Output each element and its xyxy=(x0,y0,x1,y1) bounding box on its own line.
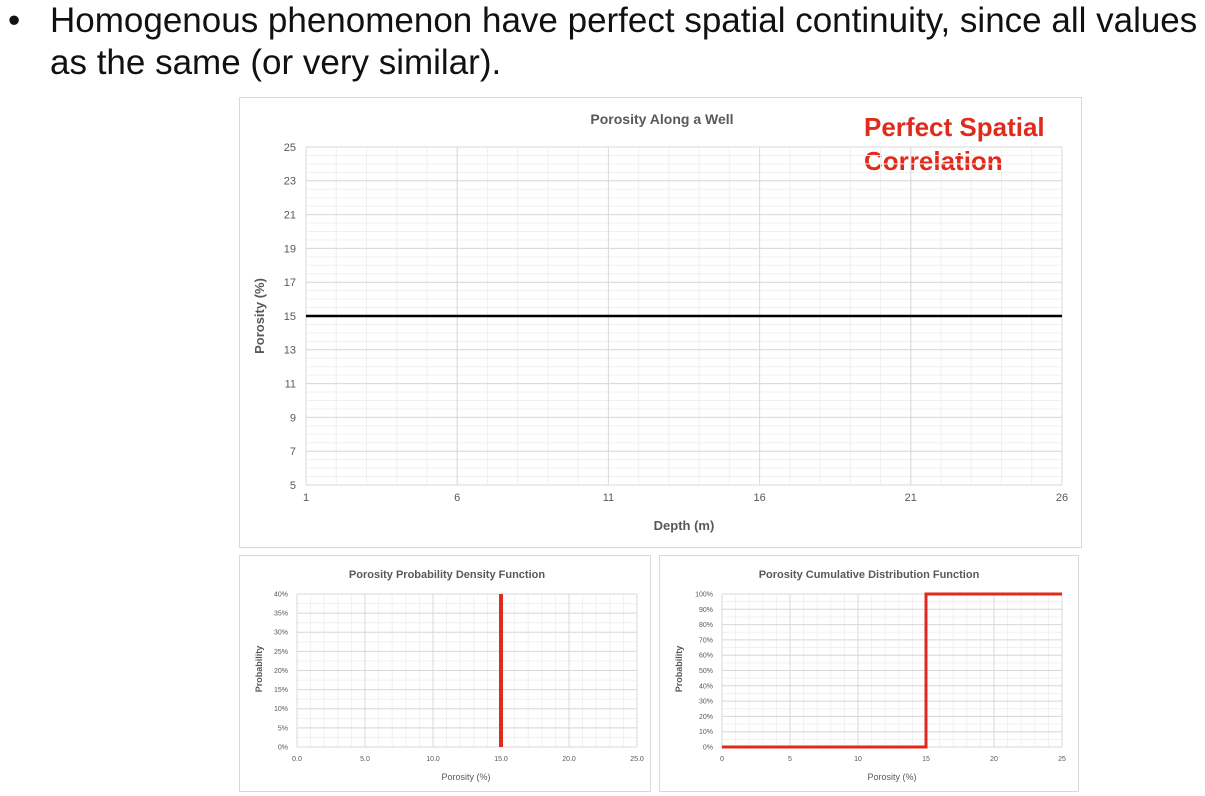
x-axis-label: Porosity (%) xyxy=(441,772,490,782)
y-axis-label: Probability xyxy=(674,646,684,693)
y-tick-label: 9 xyxy=(290,412,296,424)
y-tick-label: 25 xyxy=(284,142,296,154)
y-tick-label: 30% xyxy=(274,630,288,637)
bullet-symbol: • xyxy=(8,1,21,40)
x-tick-label: 0 xyxy=(720,756,724,763)
x-tick-label: 15 xyxy=(922,756,930,763)
x-tick-label: 21 xyxy=(905,492,917,504)
porosity-pdf-svg: Porosity Probability Density Function 0.… xyxy=(254,569,644,782)
porosity-cdf-svg: Porosity Cumulative Distribution Functio… xyxy=(674,569,1066,782)
y-tick-label: 40% xyxy=(274,591,288,598)
series-line xyxy=(722,592,1062,749)
x-tick-label: 26 xyxy=(1056,492,1068,504)
x-tick-label: 25.0 xyxy=(630,756,644,763)
x-tick-label: 0.0 xyxy=(292,756,302,763)
y-tick-label: 7 xyxy=(290,446,296,458)
y-tick-label: 5 xyxy=(290,480,296,492)
x-tick-label: 11 xyxy=(603,492,614,504)
porosity-pdf-chart: Porosity Probability Density Function 0.… xyxy=(239,555,651,792)
y-tick-label: 11 xyxy=(285,378,296,390)
x-tick-label: 25 xyxy=(1058,756,1066,763)
y-tick-label: 80% xyxy=(699,622,713,629)
x-tick-label: 10.0 xyxy=(426,756,440,763)
x-tick-label: 5.0 xyxy=(360,756,370,763)
x-tick-label: 10 xyxy=(854,756,862,763)
y-tick-label: 15% xyxy=(274,687,288,694)
x-tick-label: 6 xyxy=(454,492,460,504)
y-tick-label: 90% xyxy=(699,607,713,614)
y-tick-label: 23 xyxy=(284,176,296,188)
y-tick-label: 60% xyxy=(699,653,713,660)
porosity-cdf-chart: Porosity Cumulative Distribution Functio… xyxy=(659,555,1079,792)
porosity-along-well-svg: Porosity Along a Well Perfect Spatial Co… xyxy=(252,111,1068,533)
y-tick-label: 35% xyxy=(274,611,288,618)
x-tick-label: 20 xyxy=(990,756,998,763)
y-tick-label: 20% xyxy=(699,714,713,721)
y-tick-label: 25% xyxy=(274,649,288,656)
y-tick-label: 0% xyxy=(278,744,288,751)
y-tick-label: 50% xyxy=(699,668,713,675)
y-tick-label: 70% xyxy=(699,637,713,644)
chart-title: Porosity Along a Well xyxy=(590,111,733,127)
y-axis-label: Probability xyxy=(254,646,264,693)
y-tick-label: 0% xyxy=(703,744,713,751)
x-axis-label: Depth (m) xyxy=(654,518,715,533)
y-tick-label: 20% xyxy=(274,668,288,675)
x-tick-label: 15.0 xyxy=(494,756,508,763)
y-tick-label: 21 xyxy=(284,209,296,221)
y-tick-label: 15 xyxy=(284,311,296,323)
x-tick-label: 20.0 xyxy=(562,756,576,763)
y-tick-label: 10% xyxy=(274,706,288,713)
x-tick-label: 16 xyxy=(753,492,765,504)
x-tick-label: 5 xyxy=(788,756,792,763)
bullet-text: Homogenous phenomenon have perfect spati… xyxy=(50,1,1198,82)
y-tick-label: 40% xyxy=(699,683,713,690)
y-tick-label: 100% xyxy=(695,591,713,598)
porosity-along-well-chart: Porosity Along a Well Perfect Spatial Co… xyxy=(239,97,1082,548)
y-tick-label: 13 xyxy=(284,345,296,357)
chart-annotation: Perfect Spatial Correlation xyxy=(864,112,1052,176)
chart-title: Porosity Cumulative Distribution Functio… xyxy=(759,569,980,581)
y-tick-label: 10% xyxy=(699,729,713,736)
y-tick-label: 19 xyxy=(284,243,296,255)
x-axis-label: Porosity (%) xyxy=(867,772,916,782)
x-tick-label: 1 xyxy=(303,492,309,504)
y-tick-label: 17 xyxy=(284,277,296,289)
y-axis-label: Porosity (%) xyxy=(252,278,267,354)
y-tick-label: 5% xyxy=(278,725,288,732)
chart-title: Porosity Probability Density Function xyxy=(349,569,545,581)
y-tick-label: 30% xyxy=(699,699,713,706)
